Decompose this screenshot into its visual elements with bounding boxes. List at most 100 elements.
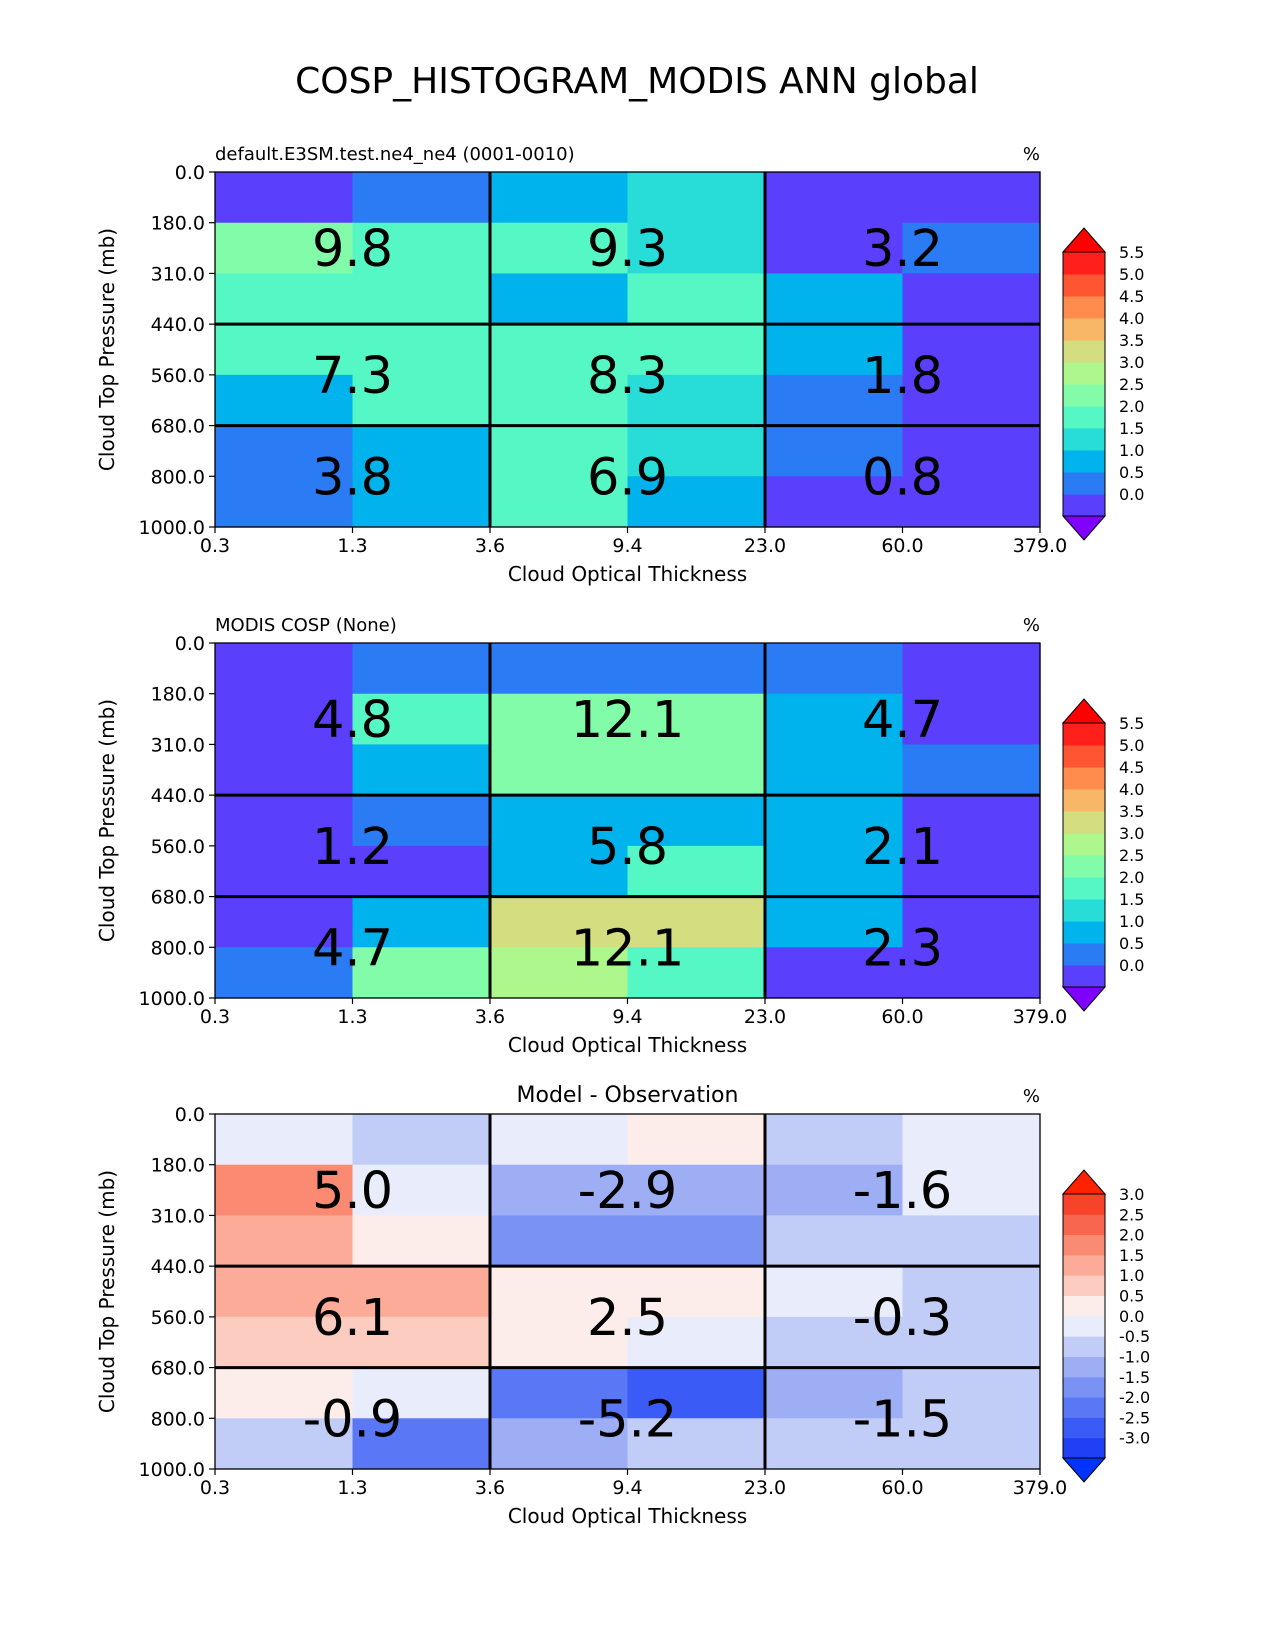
colorbar-band (1063, 1194, 1105, 1215)
heatmap-cell (490, 693, 629, 746)
heatmap-cell (215, 425, 354, 477)
colorbar-tick-label: 0.0 (1119, 1307, 1144, 1326)
y-tick-label: 560.0 (151, 365, 205, 387)
group-value-label: 3.2 (862, 220, 943, 279)
colorbar-under-extension (1061, 986, 1107, 1012)
y-tick-label: 0.0 (175, 1104, 205, 1126)
colorbar-band (1063, 833, 1105, 856)
heatmap-cell (490, 374, 629, 427)
heatmap-cell (352, 1114, 491, 1166)
colorbar-band (1063, 1254, 1105, 1276)
heatmap-cell (352, 273, 491, 325)
heatmap-cell (215, 374, 354, 427)
colorbar-band (1063, 855, 1105, 878)
heatmap-cell (902, 1266, 1041, 1318)
heatmap-cell (765, 845, 904, 898)
heatmap-cell (765, 1367, 904, 1419)
x-tick-label: 3.6 (475, 535, 505, 557)
heatmap-cell (902, 947, 1041, 999)
colorbar-tick-label: -1.0 (1119, 1347, 1150, 1366)
colorbar-band (1063, 318, 1105, 341)
x-tick-label: 1.3 (337, 1477, 367, 1499)
colorbar-band (1063, 472, 1105, 495)
colorbar-band (1063, 428, 1105, 451)
panel-title-left: default.E3SM.test.ne4_ne4 (0001-0010) (215, 144, 575, 165)
colorbar-tick-label: 0.5 (1119, 934, 1144, 953)
heatmap-cell (627, 744, 766, 796)
y-tick-label: 560.0 (151, 836, 205, 858)
heatmap-cell (215, 845, 354, 898)
heatmap-cell (215, 324, 354, 376)
heatmap-cell (352, 896, 491, 948)
group-value-label: 9.3 (587, 220, 668, 279)
colorbar-frame (1062, 251, 1106, 517)
y-tick-label: 1000.0 (139, 517, 205, 539)
y-axis-label: Cloud Top Pressure (mb) (95, 228, 119, 471)
heatmap-cell (627, 222, 766, 275)
colorbar-band (1063, 1315, 1105, 1337)
heatmap-cell (215, 693, 354, 746)
heatmap-cell (490, 1215, 629, 1267)
group-value-label: 8.3 (587, 347, 668, 406)
heatmap-cell (902, 643, 1041, 695)
heatmap-cell (902, 896, 1041, 948)
heatmap-cell (902, 845, 1041, 898)
heatmap-cell (215, 1266, 354, 1318)
heatmap-cell (627, 425, 766, 477)
colorbar-tick-label: 2.0 (1119, 868, 1144, 887)
heatmap-cell (490, 1418, 629, 1470)
heatmap-cell (490, 845, 629, 898)
colorbar-tick-label: 4.5 (1119, 287, 1144, 306)
x-tick-label: 23.0 (744, 535, 786, 557)
colorbar-tick-label: 2.0 (1119, 397, 1144, 416)
colorbar-tick-label: 2.0 (1119, 1226, 1144, 1245)
heatmap-cell (352, 693, 491, 746)
x-tick-label: 379.0 (1013, 1477, 1067, 1499)
heatmap-cell (352, 425, 491, 477)
heatmap-cell (765, 896, 904, 948)
heatmap-cell (627, 947, 766, 999)
colorbar-tick-label: 4.5 (1119, 758, 1144, 777)
y-tick-label: 800.0 (151, 1408, 205, 1430)
panel-units-label: % (1023, 1086, 1040, 1107)
x-tick-label: 9.4 (612, 1006, 642, 1028)
y-tick-label: 180.0 (151, 684, 205, 706)
group-value-label: -0.3 (853, 1289, 953, 1348)
heatmap-cell (627, 1316, 766, 1369)
group-value-label: -1.5 (853, 1390, 953, 1449)
y-tick-label: 680.0 (151, 416, 205, 438)
x-tick-label: 1.3 (337, 535, 367, 557)
y-tick-label: 440.0 (151, 1256, 205, 1278)
colorbar-tick-label: 4.0 (1119, 309, 1144, 328)
group-value-label: -0.9 (303, 1390, 403, 1449)
colorbar-tick-label: 2.5 (1119, 1205, 1144, 1224)
group-value-label: 12.1 (571, 919, 685, 978)
heatmap-cell (902, 1215, 1041, 1267)
colorbar-band (1063, 1437, 1105, 1459)
heatmap-cell (352, 1316, 491, 1369)
heatmap-cell (490, 1316, 629, 1369)
colorbar-tick-label: 1.0 (1119, 912, 1144, 931)
y-tick-label: 310.0 (151, 1205, 205, 1227)
heatmap-cell (352, 172, 491, 224)
colorbar-tick-label: 3.0 (1119, 353, 1144, 372)
heatmap-cell (627, 693, 766, 746)
heatmap-cell (627, 1418, 766, 1470)
group-value-label: 2.1 (862, 818, 943, 877)
colorbar-tick-label: -1.5 (1119, 1368, 1150, 1387)
y-tick-label: 1000.0 (139, 988, 205, 1010)
heatmap-cell (902, 324, 1041, 376)
heatmap-cell (352, 222, 491, 275)
heatmap-cell (902, 273, 1041, 325)
heatmap-cell (490, 1114, 629, 1166)
heatmap-cell (627, 896, 766, 948)
group-value-label: 0.8 (862, 448, 943, 507)
x-axis-label: Cloud Optical Thickness (508, 562, 747, 586)
colorbar-tick-label: 0.0 (1119, 485, 1144, 504)
heatmap-cell (765, 222, 904, 275)
x-tick-label: 379.0 (1013, 535, 1067, 557)
colorbar-tick-label: 3.0 (1119, 824, 1144, 843)
group-value-label: 9.8 (312, 220, 393, 279)
colorbar-tick-label: 2.5 (1119, 375, 1144, 394)
x-tick-label: 60.0 (881, 1006, 923, 1028)
